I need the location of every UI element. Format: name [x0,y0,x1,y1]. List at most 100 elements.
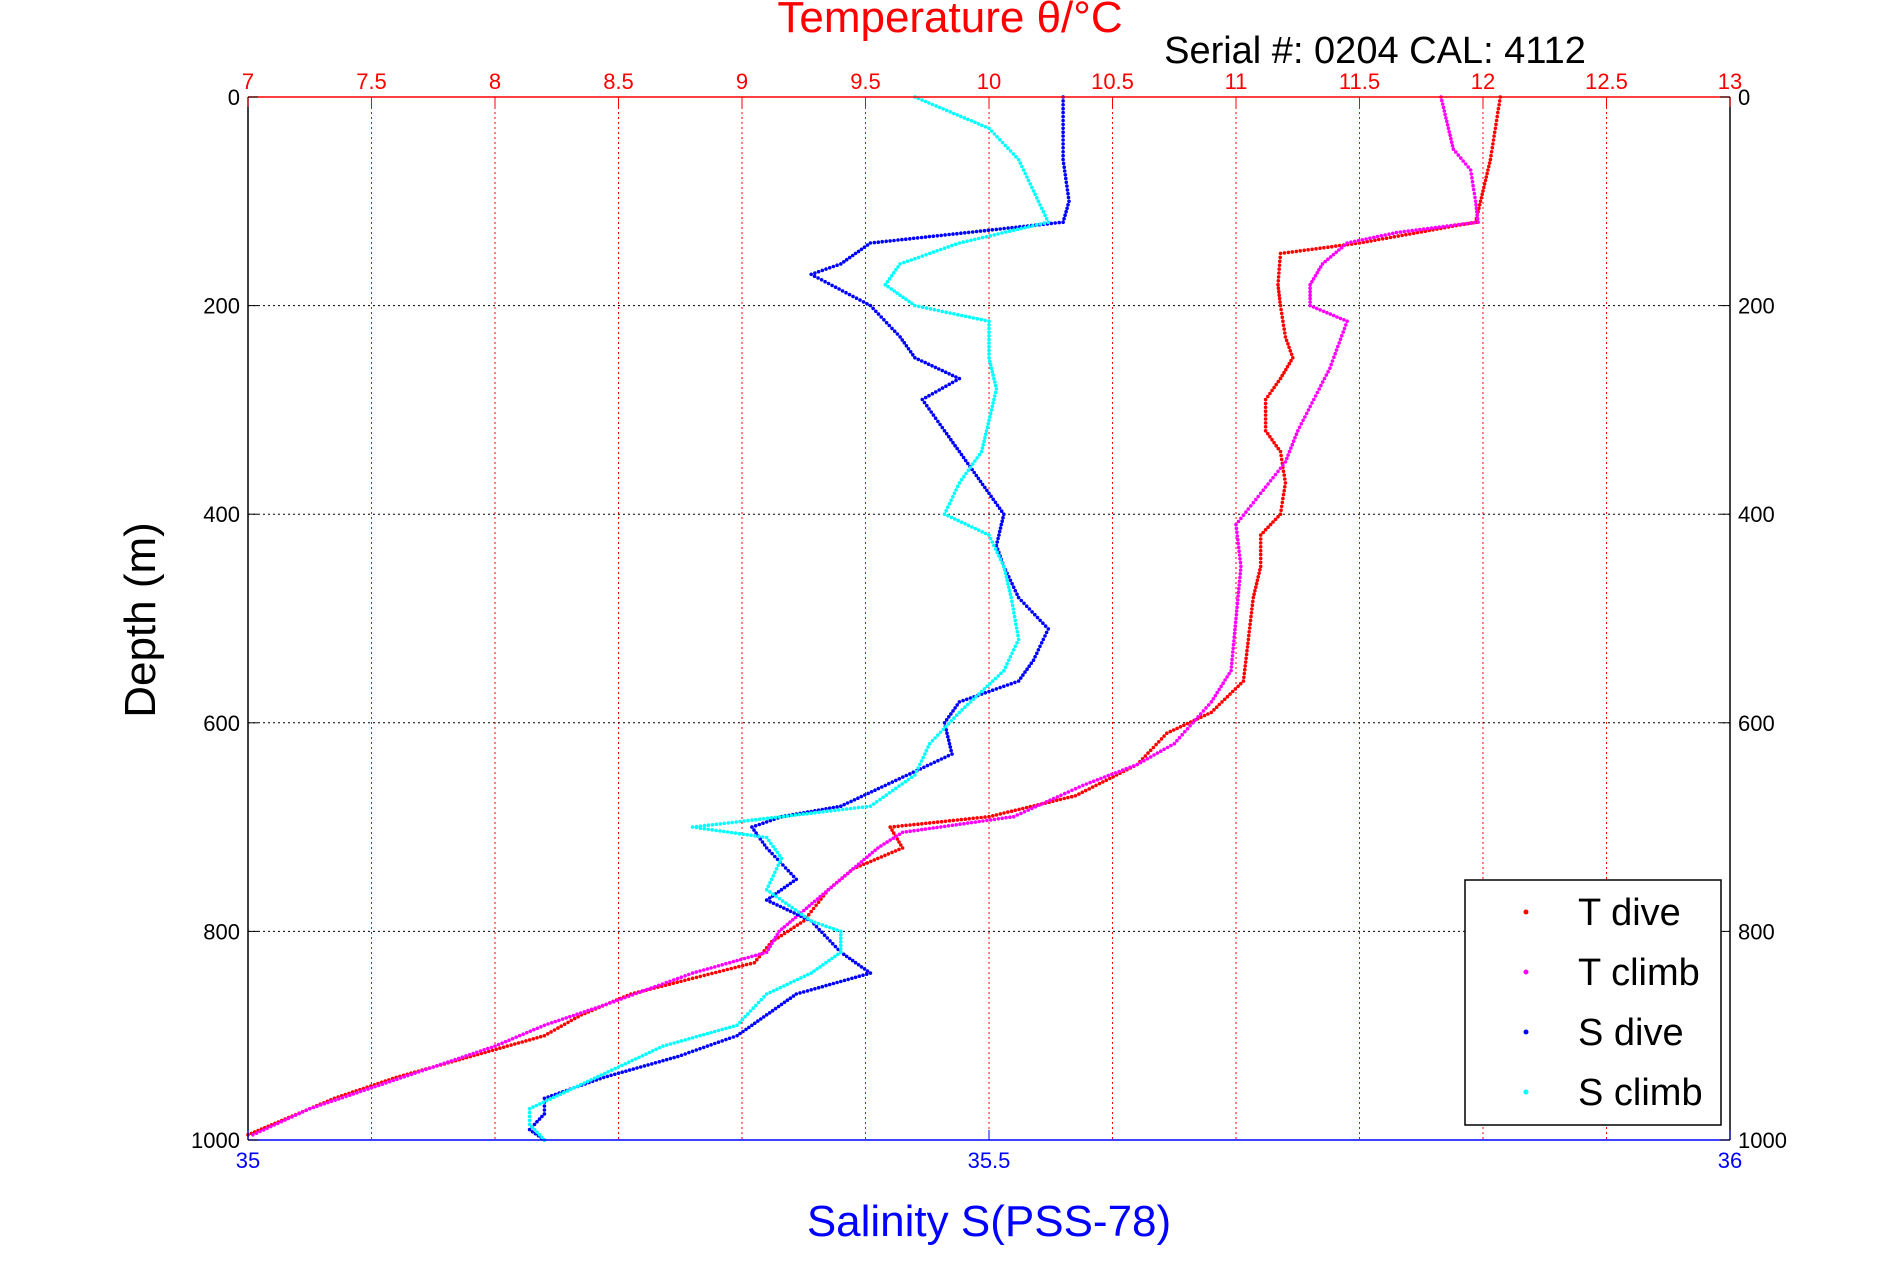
data-point [837,287,841,291]
data-point [1349,240,1353,244]
data-point [741,1029,745,1034]
data-point [1313,274,1318,278]
data-point [1021,806,1025,811]
data-point [1383,233,1387,237]
data-point [904,823,908,828]
data-point [839,943,843,948]
data-point [1273,472,1278,477]
data-point [865,302,869,306]
data-point [431,1065,436,1069]
data-point [882,318,886,322]
data-point [995,550,999,555]
data-point [664,1043,669,1047]
data-point [774,894,778,899]
data-point [1384,236,1389,240]
data-point [1322,376,1327,381]
data-point [916,766,920,770]
data-point [578,1011,583,1015]
data-point [1236,538,1240,542]
data-point [792,911,796,915]
data-point [637,1055,641,1060]
data-point [905,259,910,264]
data-point [1185,721,1190,726]
data-point [1334,250,1338,255]
data-point [862,967,867,971]
data-point [782,925,787,929]
data-point [1049,221,1054,226]
data-point [817,927,821,932]
data-point [1440,102,1445,106]
data-point [754,1003,758,1008]
data-point [862,793,867,797]
data-point [987,326,991,331]
data-point [546,1032,550,1036]
data-point [975,317,980,321]
data-point [774,867,779,871]
data-point [1237,549,1241,553]
data-point [1196,715,1200,719]
data-point [991,497,995,502]
data-point [1097,781,1102,786]
data-point [690,976,695,981]
data-point [1471,187,1476,192]
data-point [1278,466,1283,471]
data-point [885,280,890,284]
data-point [751,1006,755,1010]
data-point [780,927,784,931]
data-point [1408,232,1412,236]
data-point [827,266,832,270]
data-point [679,1039,684,1043]
data-point [753,953,758,958]
data-point [974,694,978,699]
data-point [966,523,971,528]
data-point [738,1031,742,1036]
data-point [544,1098,549,1103]
data-point [916,822,920,826]
legend-marker [1523,909,1529,915]
data-point [990,369,995,374]
data-point [994,227,999,232]
data-point [633,1057,638,1061]
data-point [947,232,951,237]
data-point [1238,681,1243,686]
data-point [1278,300,1282,304]
legend-marker [1523,969,1529,975]
data-point [813,271,817,275]
data-point [743,1014,747,1019]
data-point [944,728,948,732]
data-point [1249,504,1253,508]
data-point [1023,171,1027,176]
data-point [951,709,955,713]
data-point [686,977,691,982]
data-point [1008,592,1013,596]
data-point [1280,373,1284,378]
data-point [667,982,672,986]
temp-tick-label: 10 [977,69,1001,94]
data-point [788,980,793,985]
data-point [898,262,902,266]
data-point [771,874,776,878]
data-point [1219,684,1223,689]
data-point [705,967,710,971]
data-point [985,818,989,823]
data-point [827,982,832,987]
data-point [836,947,840,952]
data-point [1009,809,1014,813]
data-point [827,925,832,930]
data-point [746,955,750,960]
data-point [1281,319,1285,324]
data-point [859,794,864,799]
data-point [300,1110,305,1114]
data-point [1012,614,1017,619]
data-point [720,1027,724,1032]
data-point [1444,116,1448,120]
data-point [1236,519,1241,524]
data-point [657,1045,662,1050]
data-point [966,230,971,235]
data-point [1011,814,1016,819]
data-point [1175,726,1179,731]
data-point [987,126,991,131]
data-point [1421,227,1426,231]
data-point [943,755,947,760]
data-point [1041,637,1046,642]
